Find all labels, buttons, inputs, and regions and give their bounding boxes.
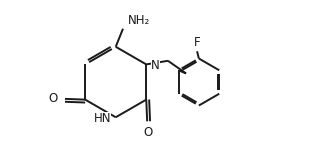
Text: O: O bbox=[143, 126, 153, 139]
Text: N: N bbox=[151, 59, 160, 72]
Text: O: O bbox=[48, 92, 57, 105]
Text: F: F bbox=[194, 36, 200, 49]
Text: NH₂: NH₂ bbox=[128, 14, 150, 27]
Text: HN: HN bbox=[94, 112, 111, 125]
